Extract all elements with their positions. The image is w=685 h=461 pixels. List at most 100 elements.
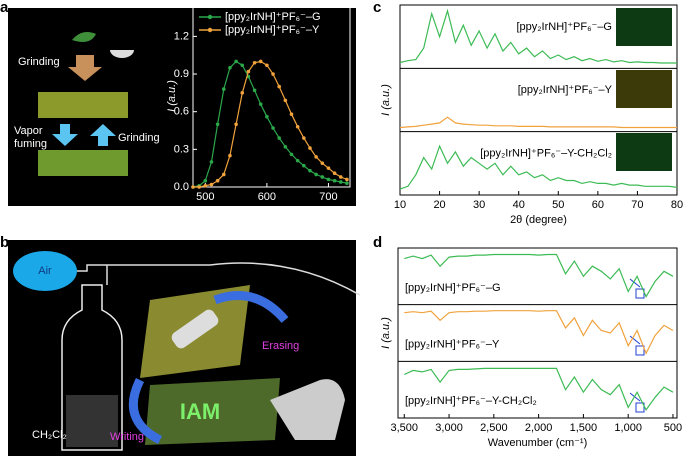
x-tick-label: 40 bbox=[513, 199, 525, 211]
point bbox=[295, 124, 300, 129]
written-text: IAM bbox=[180, 399, 220, 424]
point bbox=[215, 122, 220, 127]
arrow-write bbox=[128, 377, 163, 445]
point bbox=[203, 178, 208, 183]
point bbox=[271, 72, 275, 76]
arrow-down-blue bbox=[52, 124, 78, 146]
point bbox=[338, 175, 343, 179]
point bbox=[289, 152, 294, 157]
point bbox=[283, 98, 288, 103]
series-name: [ppy₂IrNH]⁺PF₆⁻–Y-CH₂Cl₂ bbox=[405, 395, 537, 407]
x-tick-label: 60 bbox=[592, 199, 604, 211]
bottle bbox=[61, 284, 123, 451]
x-tick-label: 70 bbox=[631, 199, 643, 211]
arrow-erase bbox=[213, 291, 289, 324]
plot-frame bbox=[192, 4, 351, 188]
panel-label: b bbox=[0, 234, 9, 251]
series-name: [ppy₂IrNH]⁺PF₆⁻–Y-CH₂Cl₂ bbox=[480, 148, 612, 160]
inset-photo bbox=[616, 133, 672, 171]
point bbox=[271, 126, 275, 130]
x-tick-label: 1,000 bbox=[614, 422, 642, 434]
x-tick-label: 1,500 bbox=[570, 422, 598, 434]
legend-marker bbox=[207, 27, 213, 33]
point bbox=[338, 180, 343, 184]
y-axis-label: I (a.u.) bbox=[380, 317, 392, 349]
tubing bbox=[77, 262, 361, 296]
point bbox=[326, 177, 331, 182]
leaf-icon bbox=[72, 32, 96, 42]
point bbox=[252, 60, 257, 65]
point bbox=[277, 84, 281, 89]
air-label: Air bbox=[38, 265, 52, 277]
vapor-label: Vapor bbox=[14, 125, 43, 137]
panel-label: d bbox=[373, 234, 382, 251]
x-axis-label: 2θ (degree) bbox=[510, 214, 567, 226]
point bbox=[258, 102, 263, 106]
x-tick-label: 10 bbox=[394, 199, 406, 211]
point bbox=[332, 171, 337, 175]
series-line bbox=[399, 144, 678, 190]
point bbox=[209, 160, 214, 164]
point bbox=[265, 63, 269, 68]
x-tick-label: 700 bbox=[319, 191, 337, 203]
point bbox=[197, 185, 201, 189]
series-line bbox=[404, 310, 674, 355]
y-tick-label: 0.6 bbox=[174, 106, 189, 118]
series-name: [ppy₂IrNH]⁺PF₆⁻–G bbox=[405, 282, 501, 294]
series-line bbox=[404, 253, 674, 298]
x-tick-label: 50 bbox=[552, 199, 564, 211]
erasing-label: Erasing bbox=[262, 340, 299, 352]
point bbox=[295, 158, 300, 163]
point bbox=[277, 136, 281, 140]
point bbox=[215, 178, 220, 183]
point bbox=[203, 183, 208, 188]
point bbox=[320, 161, 325, 165]
solvent-fill bbox=[66, 395, 118, 447]
series-line bbox=[399, 116, 677, 129]
point bbox=[302, 163, 306, 168]
point bbox=[234, 59, 238, 64]
x-axis-label: Wavelength (nm) bbox=[230, 206, 313, 218]
point bbox=[258, 59, 263, 64]
grinding-label: Grinding bbox=[118, 132, 160, 144]
point bbox=[265, 114, 269, 119]
legend-label: [ppy₂IrNH]⁺PF₆⁻–Y bbox=[225, 24, 320, 36]
writing-label: Writing bbox=[110, 431, 144, 443]
y-axis-label: I (a.u.) bbox=[380, 84, 392, 116]
point bbox=[283, 145, 288, 149]
x-tick-label: 3,500 bbox=[391, 422, 419, 434]
point bbox=[221, 172, 226, 177]
x-tick-label: 2,000 bbox=[525, 422, 553, 434]
point bbox=[228, 65, 232, 70]
photo-green bbox=[38, 150, 128, 176]
point bbox=[332, 178, 337, 183]
point bbox=[209, 182, 214, 187]
point bbox=[326, 166, 331, 170]
point bbox=[308, 168, 312, 173]
air-source bbox=[13, 251, 77, 291]
point bbox=[345, 181, 349, 186]
panel-label: c bbox=[373, 0, 381, 16]
peak-markers bbox=[629, 278, 645, 413]
point bbox=[302, 136, 306, 140]
panel-label: a bbox=[0, 0, 9, 16]
point bbox=[314, 172, 318, 177]
point bbox=[308, 146, 312, 150]
y-tick-label: 0.0 bbox=[174, 181, 189, 193]
plot-frame bbox=[399, 4, 678, 196]
series-name: [ppy₂IrNH]⁺PF₆⁻–Y bbox=[405, 339, 500, 351]
series-name: [ppy₂IrNH]⁺PF₆⁻–Y bbox=[518, 84, 613, 96]
y-axis-label: I (a.u.) bbox=[166, 80, 178, 112]
series-line bbox=[404, 367, 674, 412]
x-tick-label: 600 bbox=[258, 191, 276, 203]
plot-frame bbox=[397, 247, 678, 419]
inset-photo bbox=[616, 8, 672, 46]
point bbox=[345, 177, 349, 182]
arrow-up-blue bbox=[90, 124, 116, 146]
point bbox=[289, 112, 294, 116]
x-tick-label: 500 bbox=[196, 191, 214, 203]
x-tick-label: 500 bbox=[664, 422, 682, 434]
eraser bbox=[171, 309, 219, 349]
x-tick-label: 3,000 bbox=[435, 422, 463, 434]
